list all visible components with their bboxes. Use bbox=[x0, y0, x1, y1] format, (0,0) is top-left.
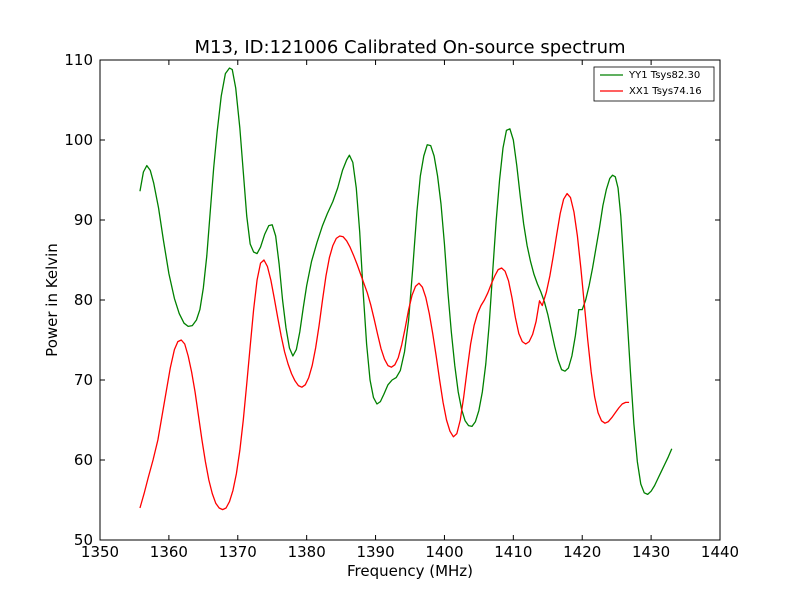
x-tick-label: 1420 bbox=[563, 543, 601, 561]
y-axis-label: Power in Kelvin bbox=[43, 243, 61, 357]
y-tick-label: 50 bbox=[74, 531, 93, 549]
x-tick-label: 1390 bbox=[356, 543, 394, 561]
series-line-yy1 bbox=[139, 67, 673, 496]
y-tick-label: 100 bbox=[64, 131, 93, 149]
legend-label-xx1: XX1 Tsys74.16 bbox=[629, 86, 702, 97]
plot-area bbox=[99, 59, 721, 541]
tick-layer bbox=[99, 59, 721, 541]
x-tick-label: 1410 bbox=[494, 543, 532, 561]
series-layer bbox=[139, 67, 673, 511]
legend: YY1 Tsys82.30 XX1 Tsys74.16 bbox=[593, 66, 715, 102]
y-tick-label: 80 bbox=[74, 291, 93, 309]
x-tick-label: 1370 bbox=[219, 543, 257, 561]
x-tick-label: 1430 bbox=[632, 543, 670, 561]
x-tick-label: 1440 bbox=[701, 543, 739, 561]
x-tick-label: 1360 bbox=[150, 543, 188, 561]
x-tick-labels: 1350 1360 1370 1380 1390 1400 1410 1420 1430 1440 bbox=[81, 543, 739, 561]
y-tick-label: 70 bbox=[74, 371, 93, 389]
chart-title: M13, ID:121006 Calibrated On-source spec… bbox=[194, 37, 625, 58]
y-tick-label: 90 bbox=[74, 211, 93, 229]
x-tick-label: 1400 bbox=[425, 543, 463, 561]
y-tick-label: 110 bbox=[64, 51, 93, 69]
x-axis-label: Frequency (MHz) bbox=[347, 562, 473, 580]
legend-box bbox=[593, 66, 715, 102]
x-tick-label: 1380 bbox=[288, 543, 326, 561]
y-tick-label: 60 bbox=[74, 451, 93, 469]
series-line-xx1 bbox=[139, 192, 630, 511]
y-tick-labels: 50 60 70 80 90 100 110 bbox=[64, 51, 93, 549]
legend-label-yy1: YY1 Tsys82.30 bbox=[628, 70, 700, 81]
x-tick-label: 1350 bbox=[81, 543, 119, 561]
